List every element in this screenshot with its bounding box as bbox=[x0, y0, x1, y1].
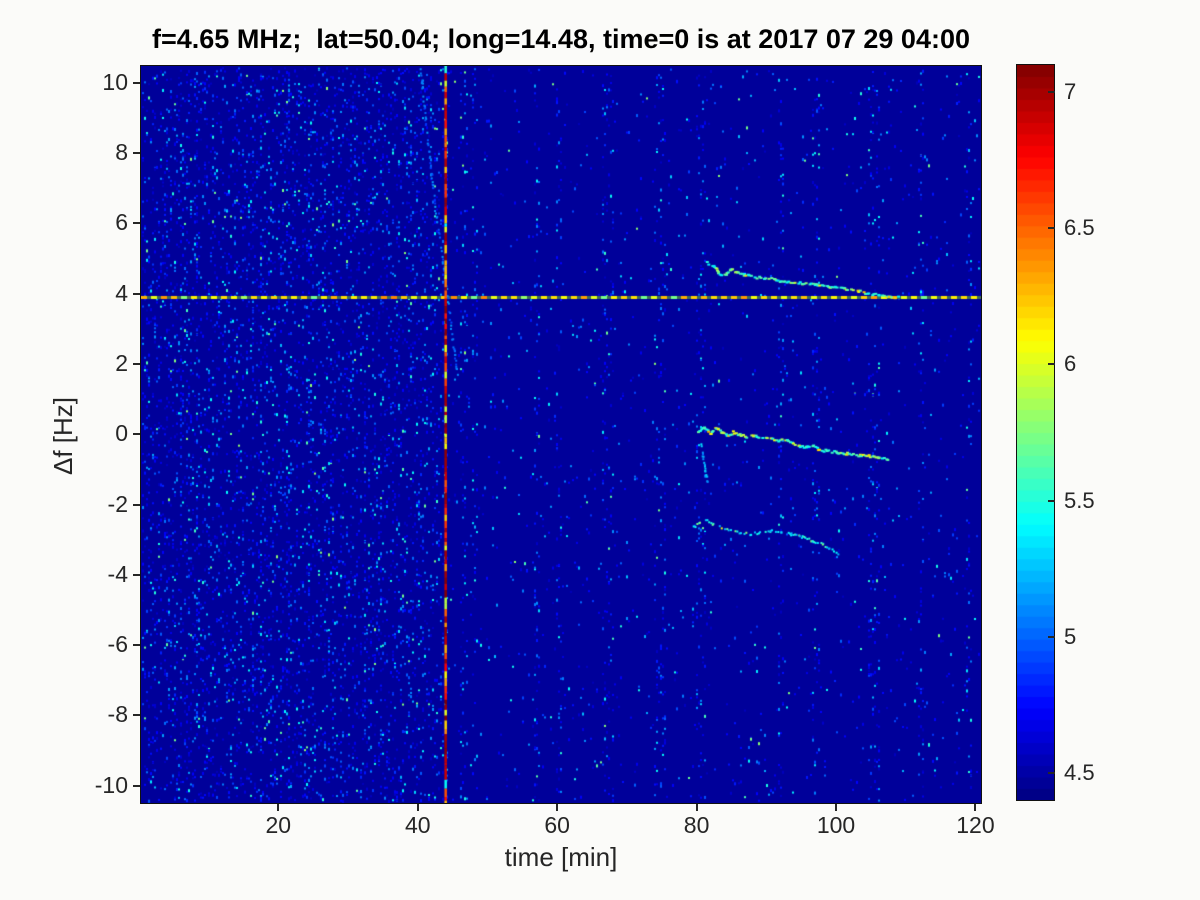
chart-title: f=4.65 MHz; lat=50.04; long=14.48, time=… bbox=[152, 24, 970, 54]
colorbar-tick-label: 6 bbox=[1064, 351, 1077, 377]
colorbar-tick-mark bbox=[1048, 227, 1055, 230]
x-tick-mark bbox=[695, 804, 698, 811]
colorbar-tick-label: 4.5 bbox=[1064, 759, 1095, 785]
y-tick-label: 2 bbox=[115, 350, 128, 377]
y-axis-label: Δf [Hz] bbox=[48, 396, 78, 476]
x-tick-label: 60 bbox=[544, 812, 570, 838]
x-tick-label: 120 bbox=[956, 812, 995, 838]
y-tick-label: -4 bbox=[107, 560, 128, 587]
x-tick-mark bbox=[416, 804, 419, 811]
x-axis-label: time [min] bbox=[504, 842, 618, 872]
x-tick-label: 100 bbox=[816, 812, 856, 838]
y-tick-label: -2 bbox=[107, 490, 128, 517]
colorbar-tick-mark bbox=[1048, 635, 1055, 638]
y-tick-mark bbox=[133, 152, 140, 155]
colorbar-tick-mark bbox=[1048, 771, 1055, 774]
y-tick-label: -6 bbox=[107, 631, 128, 658]
x-tick-mark bbox=[277, 804, 280, 811]
x-tick-mark bbox=[835, 804, 837, 811]
x-tick-label: 80 bbox=[683, 812, 710, 838]
y-tick-mark bbox=[133, 433, 140, 436]
y-tick-label: 0 bbox=[115, 420, 128, 447]
y-tick-mark bbox=[133, 573, 140, 576]
colorbar-tick-label: 5.5 bbox=[1064, 487, 1095, 513]
y-tick-mark bbox=[133, 644, 140, 647]
colorbar-tick-label: 5 bbox=[1064, 623, 1077, 649]
y-tick-mark bbox=[133, 292, 140, 295]
colorbar-tick-mark bbox=[1048, 499, 1055, 502]
y-tick-mark bbox=[133, 503, 140, 506]
colorbar-tick-label: 7 bbox=[1064, 79, 1077, 105]
colorbar bbox=[1016, 64, 1055, 801]
y-tick-mark bbox=[133, 363, 140, 366]
x-tick-label: 20 bbox=[265, 812, 292, 838]
colorbar-tick-label: 6.5 bbox=[1064, 215, 1095, 241]
y-tick-mark bbox=[133, 714, 140, 717]
y-tick-mark bbox=[133, 81, 140, 84]
y-tick-label: -10 bbox=[94, 771, 128, 798]
y-tick-mark bbox=[133, 222, 140, 225]
colorbar-tick-mark bbox=[1048, 91, 1055, 94]
x-tick-mark bbox=[974, 804, 977, 811]
y-tick-label: 4 bbox=[115, 279, 128, 306]
colorbar-tick-mark bbox=[1048, 363, 1055, 366]
y-tick-label: -8 bbox=[107, 701, 128, 728]
x-tick-label: 40 bbox=[404, 812, 431, 838]
y-tick-label: 10 bbox=[102, 68, 128, 95]
y-tick-label: 8 bbox=[115, 139, 128, 166]
heatmap-canvas bbox=[140, 65, 982, 804]
y-tick-mark bbox=[133, 784, 140, 787]
y-tick-label: 6 bbox=[115, 209, 128, 236]
x-tick-mark bbox=[556, 804, 559, 811]
